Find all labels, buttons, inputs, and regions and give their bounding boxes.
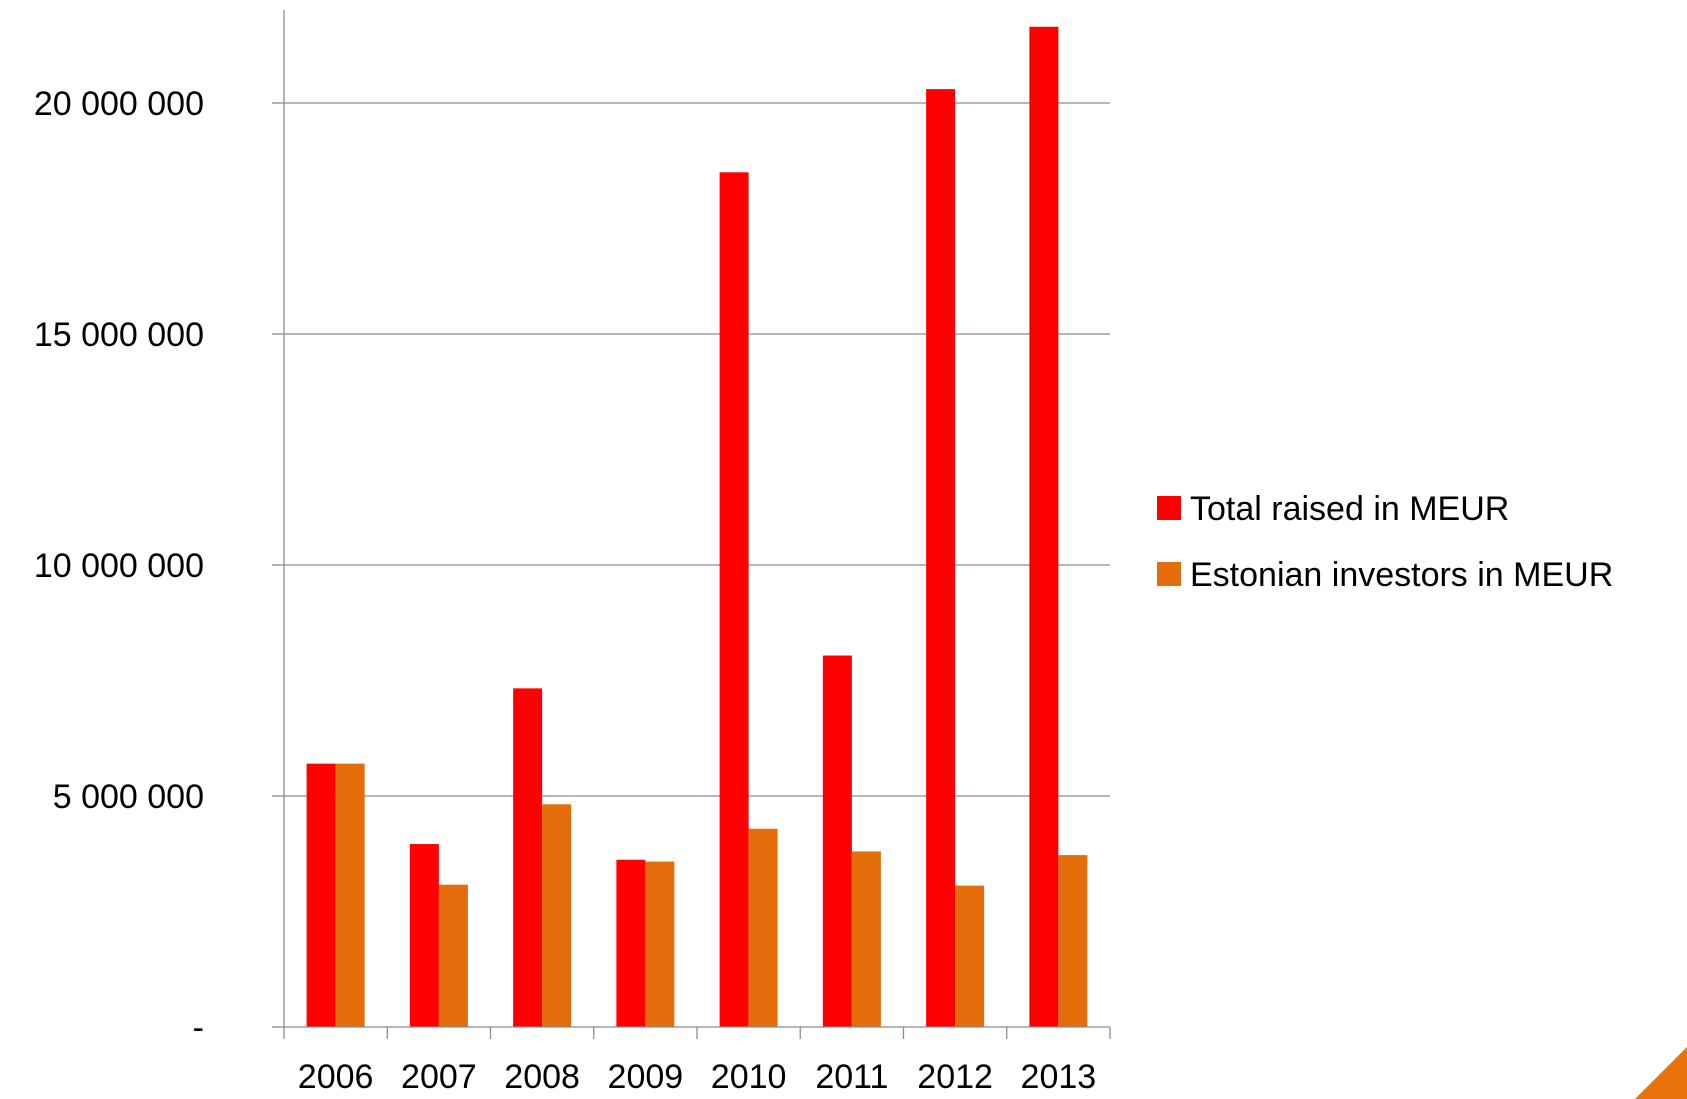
legend: Total raised in MEUR Estonian investors i… xyxy=(1157,490,1613,594)
bar-total-raised-2013 xyxy=(1029,26,1059,1027)
x-tick-label: 2013 xyxy=(1021,1058,1097,1096)
legend-label: Total raised in MEUR xyxy=(1190,490,1509,528)
x-tick-label: 2007 xyxy=(401,1058,477,1096)
x-tick-label: 2012 xyxy=(917,1058,993,1096)
y-tick-label: 5 000 000 xyxy=(53,778,204,816)
bar-estonian-investors-2006 xyxy=(335,763,365,1027)
corner-accent-triangle xyxy=(1635,1047,1687,1099)
y-tick-label: 15 000 000 xyxy=(34,316,204,354)
x-tick-label: 2006 xyxy=(298,1058,374,1096)
bar-estonian-investors-2007 xyxy=(438,884,468,1027)
bar-estonian-investors-2009 xyxy=(645,861,675,1027)
x-tick-label: 2008 xyxy=(504,1058,580,1096)
x-tick-label: 2010 xyxy=(711,1058,787,1096)
y-tick-label: 10 000 000 xyxy=(34,547,204,585)
bar-total-raised-2011 xyxy=(822,655,852,1027)
x-tick-label: 2011 xyxy=(815,1058,888,1096)
bar-total-raised-2012 xyxy=(926,89,956,1027)
gridlines xyxy=(284,102,1110,797)
x-tick-label: 2009 xyxy=(608,1058,684,1096)
x-tick-labels: 2006 2007 2008 2009 2010 2011 2012 2013 xyxy=(298,1058,1096,1096)
bar-total-raised-2010 xyxy=(719,172,749,1028)
bar-estonian-investors-2012 xyxy=(955,885,985,1027)
legend-swatch xyxy=(1157,496,1181,520)
bar-estonian-investors-2010 xyxy=(748,828,778,1027)
bar-total-raised-2006 xyxy=(306,763,336,1027)
axes xyxy=(272,10,1111,1039)
legend-swatch xyxy=(1157,562,1181,586)
bar-total-raised-2008 xyxy=(513,688,543,1027)
y-tick-labels: - 5 000 000 10 000 000 15 000 000 20 000 000 xyxy=(34,85,204,1047)
bar-total-raised-2007 xyxy=(409,844,439,1027)
bar-estonian-investors-2013 xyxy=(1058,855,1088,1027)
bar-estonian-investors-2008 xyxy=(542,804,572,1027)
bar-estonian-investors-2011 xyxy=(851,851,881,1027)
bar-total-raised-2009 xyxy=(616,859,646,1027)
y-tick-label: 20 000 000 xyxy=(34,85,204,123)
y-tick-label: - xyxy=(193,1009,204,1047)
legend-label: Estonian investors in MEUR xyxy=(1190,556,1613,594)
bars xyxy=(306,26,1088,1028)
